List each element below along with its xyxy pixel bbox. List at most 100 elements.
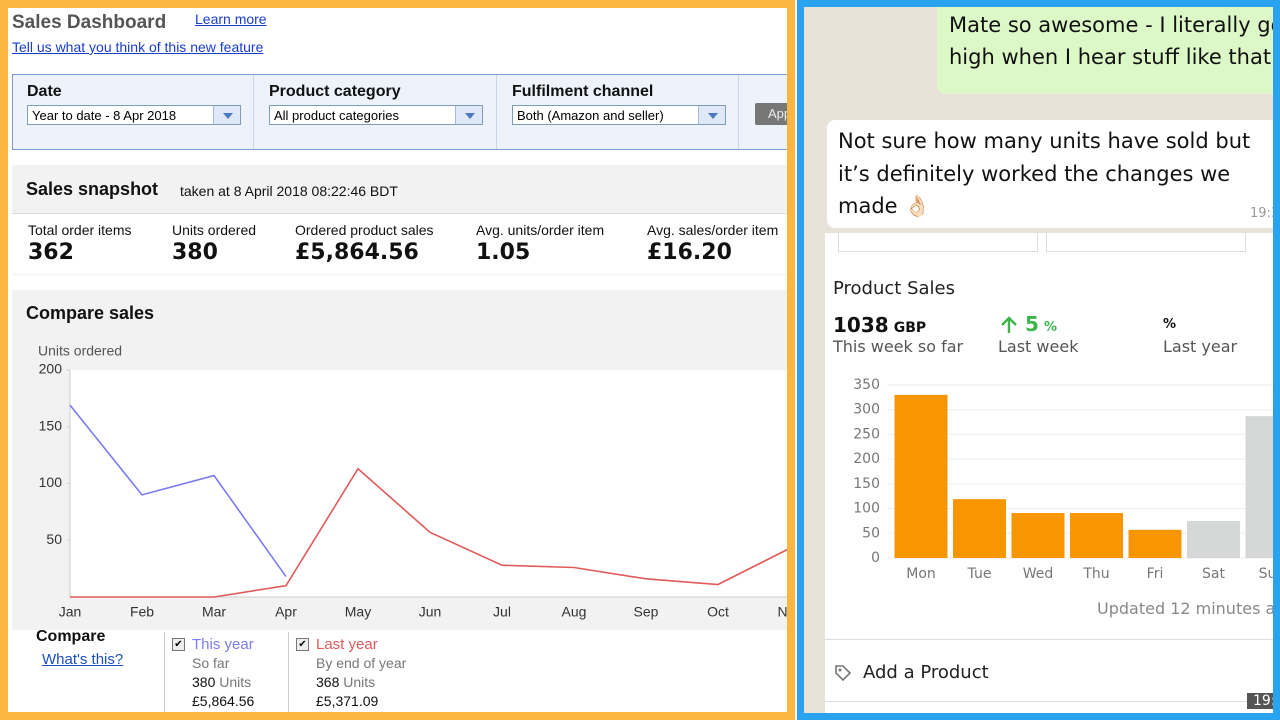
stat-value: 5: [1025, 312, 1039, 336]
x-tick-label: Oct: [707, 604, 729, 620]
stat-value: 1038: [833, 313, 889, 337]
y-axis-label: Units ordered: [38, 343, 122, 359]
message-line: high when I hear stuff like that: [949, 45, 1272, 69]
x-tick-label: Apr: [275, 604, 297, 620]
compare-title: Compare sales: [26, 303, 155, 323]
y-tick-label: 100: [853, 501, 880, 517]
apply-button[interactable]: Apply: [755, 103, 787, 125]
stat-label: Last year: [1163, 337, 1238, 356]
compare-period: By end of year: [316, 655, 407, 671]
metric-value: 1.05: [476, 240, 531, 265]
snapshot-time: taken at 8 April 2018 08:22:46 BDT: [180, 183, 398, 199]
compare-amount: £5,371.09: [316, 693, 379, 709]
compare-series-name: This year: [192, 636, 254, 653]
x-tick-label: May: [345, 604, 371, 620]
dashboard-title: Sales Dashboard: [12, 12, 167, 33]
y-tick-label: 350: [853, 377, 880, 393]
stat-unit: GBP: [893, 320, 927, 336]
y-tick-label: 150: [39, 417, 63, 433]
units-value: 380: [192, 674, 216, 690]
stat-unit: %: [1163, 317, 1177, 332]
bar: [1011, 513, 1065, 558]
bar: [953, 499, 1006, 558]
metrics-row: Total order items 362 Units ordered 380 Orde…: [12, 213, 787, 274]
metric-value: 362: [28, 240, 74, 265]
whats-this-link[interactable]: What's this?: [42, 651, 124, 668]
checkbox[interactable]: ✔: [172, 638, 185, 651]
learn-more-link[interactable]: Learn more: [195, 11, 267, 27]
message-line: Not sure how many units have sold but: [838, 129, 1251, 153]
bar: [1128, 529, 1182, 558]
y-tick-label: 200: [853, 451, 880, 467]
dropdown-value: All product categories: [274, 108, 400, 123]
y-tick-label: 200: [39, 361, 63, 377]
x-tick-label: Sep: [634, 604, 659, 620]
line-series: [69, 404, 287, 578]
metric-value: £5,864.56: [295, 240, 419, 265]
message-text: Mate so awesome - I literally get high w…: [949, 9, 1280, 73]
dropdown-value: Year to date - 8 Apr 2018: [32, 108, 177, 123]
category-dropdown[interactable]: All product categories: [269, 105, 483, 125]
y-tick-label: 100: [39, 474, 63, 490]
filter-label: Fulfilment channel: [512, 83, 654, 100]
stat: 5 %: [1025, 312, 1057, 336]
y-tick-label: 250: [853, 426, 880, 442]
filter-label: Date: [27, 83, 62, 100]
compare-amount: £5,864.56: [192, 693, 255, 709]
line-chart: Units ordered 50 100 150 200 Jan Feb Mar Apr May J…: [38, 343, 787, 620]
x-tick-label: Sun: [1259, 566, 1273, 582]
metric-value: 380: [172, 240, 218, 265]
metric-label: Units ordered: [172, 222, 257, 238]
compare-units: 380 Units: [192, 674, 251, 690]
bar: [1070, 513, 1123, 558]
units-value: 368: [316, 674, 340, 690]
units-label: Units: [219, 674, 252, 690]
bar-chart: 0 50 100 150 200 250 300 350 Mon Tue Wed Thu Fri Sat S…: [853, 377, 1273, 582]
tag-icon: [835, 665, 852, 682]
y-tick-label: 0: [871, 550, 880, 566]
message-line: Mate so awesome - I literally get: [949, 13, 1280, 37]
feedback-link[interactable]: Tell us what you think of this new featu…: [12, 39, 264, 55]
compare-series-name: Last year: [316, 636, 378, 653]
stat-unit: %: [1044, 320, 1058, 335]
snapshot-title: Sales snapshot: [26, 179, 159, 199]
x-tick-label: Jan: [59, 604, 82, 620]
plot-area: [70, 370, 787, 597]
x-tick-label: Fri: [1147, 566, 1164, 582]
y-tick-label: 50: [46, 531, 62, 547]
message-line: made 👌🏻: [838, 194, 931, 218]
y-tick-label: 300: [853, 402, 880, 418]
x-tick-label: Mon: [906, 566, 936, 582]
checkbox[interactable]: ✔: [296, 638, 309, 651]
units-label: Units: [343, 674, 376, 690]
add-product-button[interactable]: Add a Product: [863, 662, 989, 683]
x-tick-label: Mar: [202, 604, 226, 620]
compare-period: So far: [192, 655, 230, 671]
updated-note: Updated 12 minutes ago: [1097, 599, 1280, 618]
x-tick-label: Aug: [562, 604, 587, 620]
snapshot-panel: Sales snapshot taken at 8 April 2018 08:…: [12, 165, 787, 275]
x-tick-label: Jul: [493, 604, 511, 620]
bar: [894, 394, 948, 558]
x-tick-label: Jun: [419, 604, 442, 620]
message-text: Not sure how many units have sold but it…: [838, 125, 1250, 223]
message-time: 19:3: [1250, 206, 1280, 221]
y-tick-label: 50: [862, 525, 880, 541]
dropdown-value: Both (Amazon and seller): [517, 108, 664, 123]
stat: 1038 GBP: [833, 313, 926, 337]
x-tick-label: Thu: [1082, 566, 1109, 582]
card-title: Product Sales: [833, 278, 955, 299]
y-tick-label: 150: [853, 476, 880, 492]
channel-dropdown[interactable]: Both (Amazon and seller): [512, 105, 726, 125]
bar: [1245, 416, 1273, 558]
bar: [1187, 520, 1240, 558]
filter-label: Product category: [269, 83, 401, 100]
x-tick-label: Wed: [1023, 566, 1054, 582]
line-series: [70, 467, 787, 598]
metric-label: Avg. units/order item: [476, 222, 605, 238]
date-dropdown[interactable]: Year to date - 8 Apr 2018: [27, 105, 241, 125]
sales-dashboard: Sales Dashboard Learn more Tell us what …: [0, 0, 795, 720]
metric-value: £16.20: [647, 240, 732, 265]
x-tick-label: Nov: [778, 604, 787, 620]
